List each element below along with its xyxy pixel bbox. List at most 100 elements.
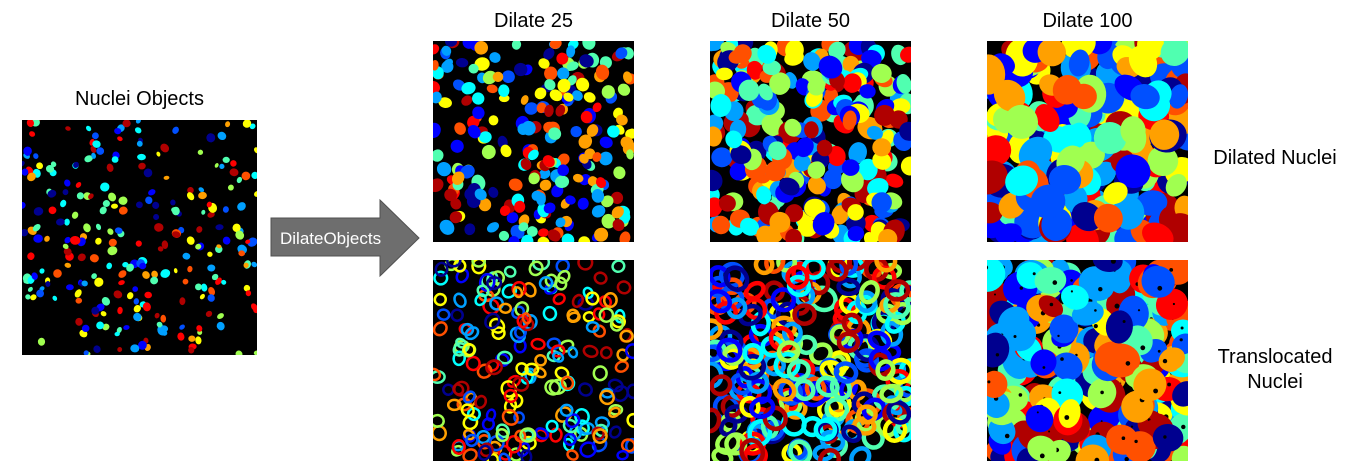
nucleus-object (501, 70, 515, 84)
nucleus-object (52, 295, 58, 301)
nucleus-object (842, 110, 857, 130)
nucleus-object (488, 115, 499, 126)
nucleus-object (776, 340, 801, 363)
nucleus-object (117, 306, 123, 315)
nucleus-object (450, 198, 462, 210)
nucleus-object (114, 127, 122, 135)
nucleus-object (886, 400, 911, 425)
nucleus-object (874, 260, 898, 273)
nucleus-object (484, 312, 501, 330)
nucleus-object (433, 321, 448, 337)
nucleus-object (557, 164, 569, 176)
nucleus-object (1103, 182, 1128, 205)
nucleus-object (710, 197, 723, 218)
nucleus-object (153, 214, 160, 220)
nucleus-object (987, 135, 1012, 167)
nucleus-object (479, 131, 492, 143)
nucleus-object (64, 218, 70, 226)
nucleus-object (464, 326, 480, 341)
nucleus-object (533, 366, 547, 379)
nucleus-object (208, 286, 216, 296)
nucleus-object (130, 344, 140, 353)
nucleus-object (900, 46, 911, 63)
nucleus-object (195, 336, 202, 345)
nucleus-object (743, 280, 766, 301)
nucleus-object (580, 110, 593, 124)
nucleus-object (1003, 317, 1037, 352)
nucleus-object (786, 359, 811, 382)
nucleus-object (544, 66, 558, 81)
nucleus-hole (987, 265, 989, 270)
nucleus-object (578, 236, 591, 242)
nucleus-object (591, 189, 605, 203)
nucleus-object (136, 201, 143, 209)
nucleus-object (871, 63, 892, 84)
nucleus-object (544, 379, 562, 396)
nucleus-object (592, 365, 608, 382)
nucleus-object (439, 219, 455, 235)
nucleus-object (1052, 75, 1082, 105)
nucleus-object (465, 433, 479, 448)
dilate-objects-arrow: DilateObjects (270, 198, 420, 278)
nucleus-object (863, 232, 878, 242)
nucleus-object (117, 136, 123, 142)
nucleus-object (472, 92, 485, 105)
nucleus-object (56, 218, 65, 226)
nucleus-object (160, 269, 171, 278)
nucleus-object (133, 298, 140, 305)
nucleus-object (65, 126, 71, 131)
nucleus-object (587, 176, 598, 187)
nucleus-object (1030, 349, 1057, 376)
nucleus-object (198, 191, 207, 200)
nucleus-object (188, 335, 196, 342)
nucleus-object (867, 177, 889, 197)
nucleus-hole (1179, 338, 1183, 342)
nucleus-object (245, 290, 252, 297)
nucleus-object (445, 41, 457, 47)
nucleus-object (135, 240, 142, 247)
nuclei-objects-image (22, 120, 257, 355)
nucleus-object (433, 80, 440, 95)
nucleus-object (90, 145, 97, 154)
nucleus-object (219, 163, 225, 169)
nucleus-object (485, 359, 503, 376)
nucleus-object (872, 138, 892, 157)
nucleus-object (501, 408, 519, 426)
nucleus-hole (1100, 390, 1104, 395)
nucleus-object (561, 233, 575, 242)
nucleus-object (70, 235, 81, 245)
nucleus-object (75, 317, 83, 326)
nucleus-object (772, 378, 797, 402)
nucleus-object (170, 199, 176, 206)
nucleus-object (595, 64, 610, 80)
nucleus-object (122, 120, 131, 128)
nucleus-object (823, 169, 843, 190)
arrow-label: DilateObjects (280, 229, 381, 248)
nucleus-object (842, 73, 862, 93)
nucleus-object (188, 346, 195, 354)
nucleus-object (1037, 41, 1067, 67)
nucleus-hole (1163, 435, 1167, 439)
nucleus-object (225, 121, 231, 128)
nucleus-object (514, 429, 527, 443)
nucleus-object (543, 48, 555, 60)
nucleus-object (1034, 266, 1067, 294)
nucleus-hole (1157, 349, 1161, 353)
nucleus-object (481, 417, 495, 431)
nucleus-object (557, 78, 571, 93)
nucleus-object (716, 337, 743, 363)
nucleus-object (1172, 381, 1188, 407)
nucleus-object (64, 262, 72, 268)
nucleus-object (201, 283, 208, 292)
nucleus-hole (1169, 268, 1174, 272)
nucleus-object (582, 344, 599, 359)
nucleus-object (154, 223, 164, 232)
nucleus-object (993, 79, 1026, 112)
nucleus-object (1075, 444, 1110, 461)
nucleus-hole (1153, 388, 1158, 394)
nucleus-object (756, 225, 775, 242)
nucleus-object (552, 351, 565, 363)
nucleus-object (512, 376, 530, 392)
nucleus-object (117, 347, 123, 352)
nucleus-object (1115, 154, 1151, 189)
